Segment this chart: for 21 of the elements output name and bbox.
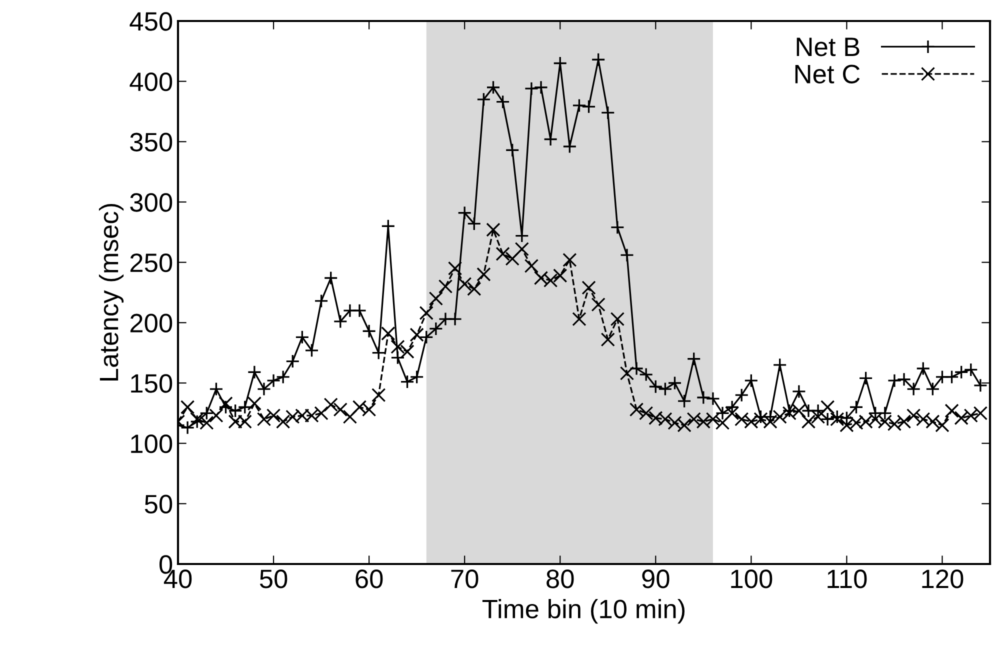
y-tick-label: 150 [131,374,172,393]
y-tick-label: 50 [144,494,172,514]
y-tick-label: 100 [131,434,172,454]
legend-label: Net C [795,64,860,84]
y-tick-label: 250 [130,253,172,272]
y-tick-label: 450 [130,12,172,31]
x-tick-label: 110 [828,570,867,588]
y-tick-label: 300 [130,193,172,212]
x-axis-title: Time bin (10 min) [482,599,685,624]
x-tick-label: 50 [260,570,288,588]
y-tick-label: 400 [130,72,172,92]
x-tick-label: 120 [922,570,964,588]
x-tick-label: 60 [356,570,383,588]
x-tick-label: 90 [642,570,670,588]
x-tick-label: 100 [731,570,772,588]
y-tick-label: 350 [130,132,172,152]
legend-label: Net B [796,38,860,56]
x-tick-label: 70 [451,570,478,588]
y-tick-label: 200 [130,314,172,332]
x-tick-label: 80 [546,570,574,588]
y-axis-title: Latency (msec) [98,204,124,381]
